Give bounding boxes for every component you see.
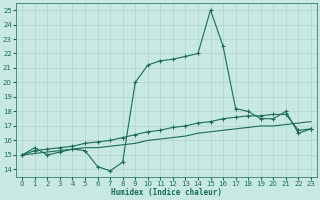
- X-axis label: Humidex (Indice chaleur): Humidex (Indice chaleur): [111, 188, 222, 197]
